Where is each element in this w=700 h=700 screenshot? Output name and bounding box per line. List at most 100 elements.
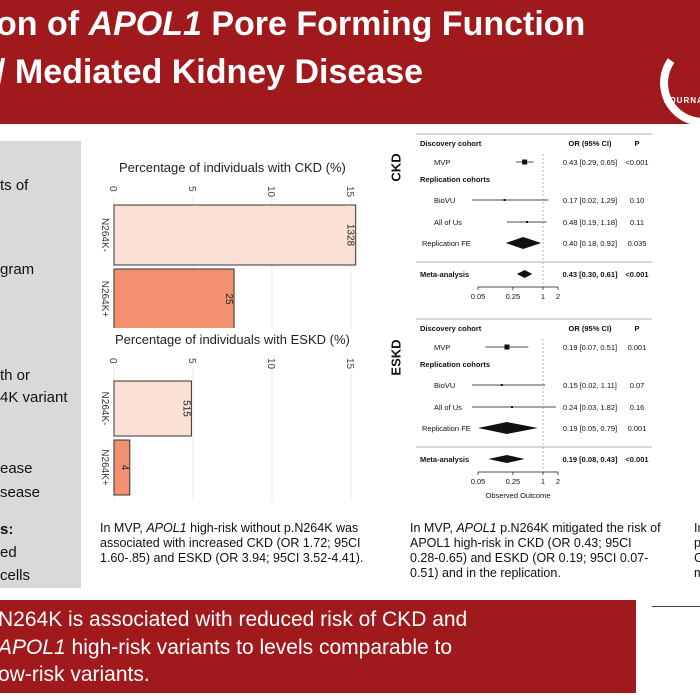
- point-estimate: [526, 221, 529, 223]
- discovery-heading: Discovery cohort: [420, 324, 482, 333]
- eskd-bar-chart: 0 5 10 15 N264K- 515 N264K+ 4: [99, 358, 355, 502]
- footer-line-2: APOL1 high-risk variants to levels compa…: [0, 636, 453, 659]
- tick-label: 15: [344, 186, 355, 198]
- p-value: 0.035: [628, 239, 647, 248]
- summary-diamond: [505, 237, 542, 249]
- divider-line: [652, 606, 700, 607]
- data-label: 515: [180, 400, 191, 417]
- forest-row-label: Replication FE: [422, 424, 471, 433]
- or-column-header: OR (95% CI): [569, 139, 612, 148]
- or-value: 0.40 [0.18, 0.92]: [563, 239, 617, 248]
- p-value: 0.16: [630, 403, 645, 412]
- forest-axis-title: Observed Outcome: [485, 491, 550, 500]
- replication-heading: Replication cohorts: [420, 360, 490, 369]
- forest-tick-label: 0.05: [471, 292, 486, 301]
- forest-tick-label: 1: [541, 292, 545, 301]
- left-line: ts of: [0, 177, 29, 194]
- right-fragment: p: [694, 536, 700, 550]
- left-line: th or: [0, 367, 31, 384]
- point-estimate: [522, 159, 528, 165]
- left-line: ease: [0, 460, 33, 477]
- or-value: 0.24 [0.03, 1.82]: [563, 403, 617, 412]
- tick-label: 10: [265, 358, 276, 370]
- category-label: N264K+: [99, 449, 110, 486]
- eskd-chart-title: Percentage of individuals with ESKD (%): [115, 332, 350, 347]
- right-fragment: m: [694, 566, 700, 580]
- left-line: ed: [0, 544, 17, 561]
- or-value: 0.48 [0.19, 1.18]: [563, 218, 617, 227]
- p-value: <0.001: [625, 455, 648, 464]
- bar: [113, 439, 131, 496]
- data-label: 1328: [345, 224, 356, 247]
- point-estimate: [511, 406, 514, 408]
- tick-label: 15: [344, 358, 355, 370]
- bar: [113, 380, 192, 437]
- or-column-header: OR (95% CI): [569, 324, 612, 333]
- point-estimate: [504, 344, 510, 350]
- footer-line-3: ow-risk variants.: [0, 663, 150, 686]
- forest-row-label: Meta-analysis: [420, 455, 469, 464]
- or-value: 0.15 [0.02, 1.11]: [563, 381, 617, 390]
- right-fragment: Ir: [694, 521, 700, 535]
- category-label: N264K-: [99, 392, 110, 426]
- forest-row-label: All of Us: [434, 403, 462, 412]
- summary-diamond: [478, 422, 538, 434]
- replication-heading: Replication cohorts: [420, 175, 490, 184]
- tick-label: 0: [107, 186, 118, 192]
- forest-tick-label: 0.05: [471, 477, 486, 486]
- header-banner: on of APOL1 Pore Forming Function / Medi…: [0, 0, 700, 124]
- footer-banner: N264K is associated with reduced risk of…: [0, 600, 636, 693]
- p-value: 0.07: [630, 381, 645, 390]
- forest-tick-label: 0.25: [506, 477, 521, 486]
- left-line: 4K variant: [0, 389, 68, 406]
- p-value: <0.001: [625, 158, 648, 167]
- discovery-heading: Discovery cohort: [420, 139, 482, 148]
- forest-tick-label: 0.25: [506, 292, 521, 301]
- forest-tick-label: 2: [556, 292, 560, 301]
- caption-middle: In MVP, APOL1 high-risk without p.N264K …: [100, 521, 364, 565]
- summary-diamond: [516, 270, 533, 278]
- or-value: 0.43 [0.30, 0.61]: [562, 270, 618, 279]
- forest-row-label: BioVU: [434, 381, 455, 390]
- caption-right: In MVP, APOL1 p.N264K mitigated the risk…: [410, 521, 661, 580]
- footer-line-1: N264K is associated with reduced risk of…: [0, 608, 468, 631]
- p-value: 0.001: [628, 424, 647, 433]
- ckd-bar-chart: 0 5 10 15 N264K- 1328 N264K+ 25: [99, 186, 357, 328]
- p-value: 0.11: [630, 218, 644, 227]
- tick-label: 10: [265, 186, 276, 198]
- p-value: 0.001: [628, 343, 647, 352]
- journal-logo-icon: [653, 33, 700, 124]
- left-line: s:: [0, 521, 14, 538]
- forest-row-label: Meta-analysis: [420, 270, 469, 279]
- right-fragment: C: [694, 551, 700, 565]
- ckd-chart-title: Percentage of individuals with CKD (%): [119, 160, 346, 175]
- title-line-1: on of APOL1 Pore Forming Function: [0, 5, 586, 43]
- left-line: sease: [0, 484, 41, 501]
- bar: [113, 268, 235, 328]
- or-value: 0.43 [0.29, 0.65]: [563, 158, 617, 167]
- p-column-header: P: [634, 324, 639, 333]
- forest-row-label: MVP: [434, 158, 450, 167]
- forest-row-label: BioVU: [434, 196, 455, 205]
- forest-row-label: MVP: [434, 343, 450, 352]
- p-column-header: P: [634, 139, 639, 148]
- or-value: 0.19 [0.05, 0.79]: [563, 424, 617, 433]
- point-estimate: [500, 384, 503, 386]
- forest-tick-label: 1: [541, 477, 545, 486]
- forest-plot: CKD ESKD Discovery cohort OR (95% CI) P Rep…: [389, 130, 652, 510]
- left-line: cells: [0, 567, 31, 584]
- tick-label: 0: [107, 358, 118, 364]
- forest-row-label: All of Us: [434, 218, 462, 227]
- left-line: gram: [0, 261, 35, 278]
- or-value: 0.17 [0.02, 1.29]: [563, 196, 617, 205]
- journal-label: JOURNAL: [664, 96, 700, 105]
- forest-row-label: Replication FE: [422, 239, 471, 248]
- p-value: <0.001: [625, 270, 648, 279]
- forest-tick-label: 2: [556, 477, 560, 486]
- point-estimate: [503, 199, 506, 201]
- title-line-2: / Mediated Kidney Disease: [0, 53, 424, 91]
- data-label: 25: [223, 293, 234, 305]
- or-value: 0.19 [0.08, 0.43]: [562, 455, 618, 464]
- or-value: 0.19 [0.07, 0.51]: [563, 343, 617, 352]
- tick-label: 5: [186, 358, 197, 364]
